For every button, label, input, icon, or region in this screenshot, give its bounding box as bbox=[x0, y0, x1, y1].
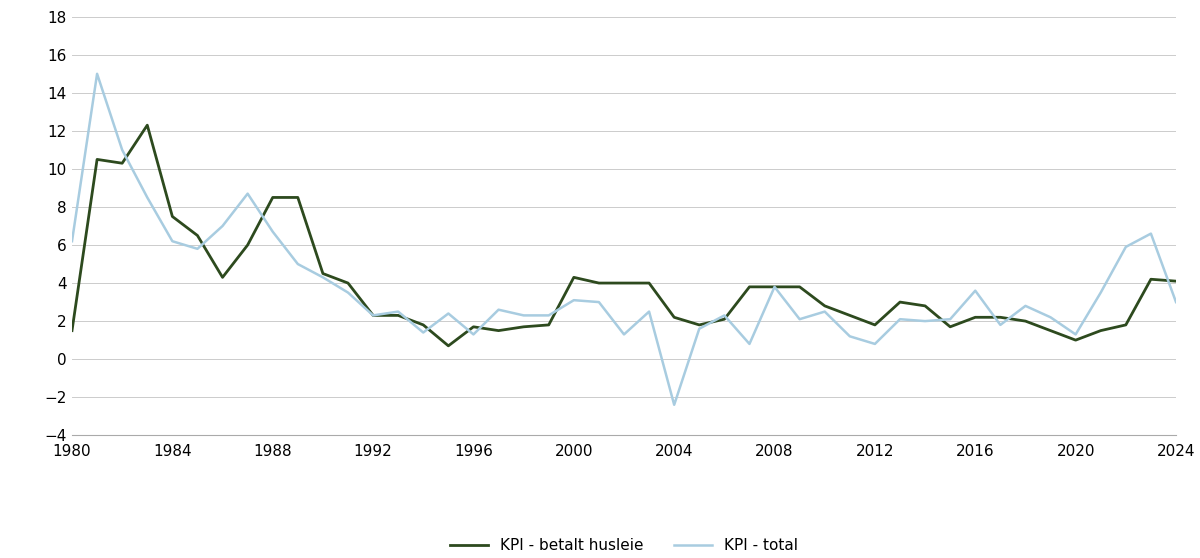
KPI - betalt husleie bbox=[994, 314, 1008, 321]
KPI - betalt husleie bbox=[1144, 276, 1158, 282]
KPI - total bbox=[316, 274, 330, 281]
KPI - betalt husleie bbox=[692, 321, 707, 328]
KPI - total bbox=[918, 318, 932, 324]
KPI - betalt husleie bbox=[467, 324, 481, 330]
KPI - betalt husleie bbox=[743, 283, 757, 290]
KPI - total bbox=[541, 312, 556, 319]
KPI - total bbox=[215, 223, 229, 229]
KPI - betalt husleie bbox=[391, 312, 406, 319]
KPI - betalt husleie bbox=[918, 302, 932, 309]
KPI - total bbox=[115, 147, 130, 153]
KPI - betalt husleie bbox=[215, 274, 229, 281]
KPI - betalt husleie bbox=[667, 314, 682, 321]
KPI - total bbox=[240, 190, 254, 197]
KPI - betalt husleie bbox=[592, 280, 606, 286]
KPI - betalt husleie bbox=[316, 270, 330, 277]
Line: KPI - total: KPI - total bbox=[72, 74, 1176, 405]
KPI - betalt husleie bbox=[617, 280, 631, 286]
KPI - total bbox=[166, 238, 180, 244]
KPI - betalt husleie bbox=[442, 343, 456, 349]
KPI - total bbox=[391, 308, 406, 315]
KPI - betalt husleie bbox=[115, 160, 130, 166]
KPI - total bbox=[642, 308, 656, 315]
KPI - betalt husleie bbox=[642, 280, 656, 286]
KPI - total bbox=[290, 261, 305, 267]
KPI - total bbox=[1068, 331, 1082, 338]
KPI - total bbox=[1093, 289, 1108, 296]
KPI - total bbox=[467, 331, 481, 338]
KPI - total bbox=[868, 340, 882, 347]
KPI - betalt husleie bbox=[1118, 321, 1133, 328]
KPI - total bbox=[692, 325, 707, 332]
KPI - total bbox=[1169, 299, 1183, 305]
KPI - total bbox=[366, 312, 380, 319]
KPI - betalt husleie bbox=[90, 156, 104, 163]
KPI - betalt husleie bbox=[1019, 318, 1033, 324]
KPI - total bbox=[1019, 302, 1033, 309]
KPI - total bbox=[265, 228, 280, 235]
KPI - total bbox=[994, 321, 1008, 328]
KPI - total bbox=[191, 246, 205, 252]
KPI - betalt husleie bbox=[718, 316, 732, 323]
KPI - total bbox=[442, 310, 456, 317]
KPI - total bbox=[767, 283, 781, 290]
KPI - total bbox=[1144, 230, 1158, 237]
KPI - total bbox=[566, 297, 581, 304]
KPI - betalt husleie bbox=[265, 194, 280, 201]
KPI - total bbox=[491, 306, 505, 313]
KPI - betalt husleie bbox=[366, 312, 380, 319]
KPI - betalt husleie bbox=[191, 232, 205, 239]
KPI - total bbox=[893, 316, 907, 323]
KPI - betalt husleie bbox=[240, 242, 254, 248]
KPI - betalt husleie bbox=[868, 321, 882, 328]
KPI - total bbox=[1118, 243, 1133, 250]
KPI - betalt husleie bbox=[842, 312, 857, 319]
KPI - total bbox=[140, 194, 155, 201]
KPI - betalt husleie bbox=[1093, 327, 1108, 334]
KPI - betalt husleie bbox=[968, 314, 983, 321]
KPI - total bbox=[617, 331, 631, 338]
KPI - total bbox=[667, 401, 682, 408]
KPI - total bbox=[792, 316, 806, 323]
Legend: KPI - betalt husleie, KPI - total: KPI - betalt husleie, KPI - total bbox=[450, 538, 798, 553]
KPI - total bbox=[592, 299, 606, 305]
KPI - total bbox=[516, 312, 530, 319]
KPI - betalt husleie bbox=[140, 122, 155, 128]
KPI - betalt husleie bbox=[1068, 337, 1082, 344]
KPI - total bbox=[743, 340, 757, 347]
KPI - total bbox=[341, 289, 355, 296]
KPI - betalt husleie bbox=[566, 274, 581, 281]
KPI - betalt husleie bbox=[65, 327, 79, 334]
Line: KPI - betalt husleie: KPI - betalt husleie bbox=[72, 125, 1176, 346]
KPI - total bbox=[718, 312, 732, 319]
KPI - betalt husleie bbox=[792, 283, 806, 290]
KPI - betalt husleie bbox=[1169, 278, 1183, 285]
KPI - betalt husleie bbox=[516, 324, 530, 330]
KPI - betalt husleie bbox=[166, 213, 180, 220]
KPI - betalt husleie bbox=[1043, 327, 1057, 334]
KPI - total bbox=[968, 287, 983, 294]
KPI - betalt husleie bbox=[817, 302, 832, 309]
KPI - betalt husleie bbox=[943, 324, 958, 330]
KPI - betalt husleie bbox=[893, 299, 907, 305]
KPI - total bbox=[842, 333, 857, 340]
KPI - total bbox=[90, 70, 104, 77]
KPI - betalt husleie bbox=[290, 194, 305, 201]
KPI - betalt husleie bbox=[416, 321, 431, 328]
KPI - total bbox=[817, 308, 832, 315]
KPI - betalt husleie bbox=[491, 327, 505, 334]
KPI - betalt husleie bbox=[767, 283, 781, 290]
KPI - total bbox=[943, 316, 958, 323]
KPI - total bbox=[65, 238, 79, 244]
KPI - total bbox=[416, 329, 431, 336]
KPI - betalt husleie bbox=[541, 321, 556, 328]
KPI - total bbox=[1043, 314, 1057, 321]
KPI - betalt husleie bbox=[341, 280, 355, 286]
